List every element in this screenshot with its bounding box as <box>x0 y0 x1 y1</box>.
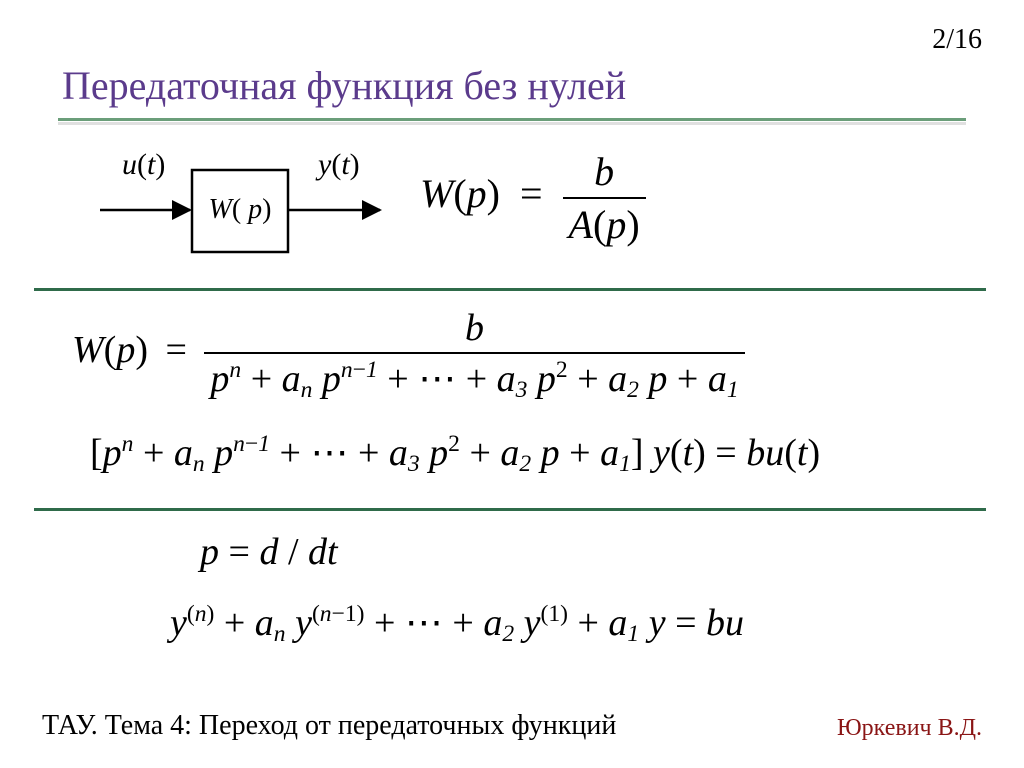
eq1-lhs: W(p) <box>420 171 500 216</box>
slide-title: Передаточная функция без нулей <box>62 62 626 109</box>
slide: 2/16 Передаточная функция без нулей u(t)… <box>0 0 1024 768</box>
footer-left: ТАУ. Тема 4: Переход от передаточных фун… <box>42 710 616 742</box>
equation-differential: y(n) + an y(n−1) + ⋯ + a2 y(1) + a1 y = … <box>170 600 744 645</box>
footer-right: Юркевич В.Д. <box>837 715 982 742</box>
eq2-denominator: pn + an pn−1 + ⋯ + a3 p2 + a2 p + a1 <box>204 352 744 401</box>
equation-wp-short: W(p) = b A(p) <box>420 148 646 248</box>
eq1-denominator: A(p) <box>563 197 646 248</box>
section-rule-1 <box>34 288 986 291</box>
block-diagram-svg: u(t) W( p) y(t) <box>80 140 400 270</box>
block-label: W( p) <box>209 194 272 225</box>
output-label: y(t) <box>315 148 360 181</box>
title-underline <box>58 118 966 121</box>
eq1-numerator: b <box>563 148 646 197</box>
eq1-fraction: b A(p) <box>563 148 646 248</box>
input-label: u(t) <box>122 148 165 181</box>
equation-operator-form: [pn + an pn−1 + ⋯ + a3 p2 + a2 p + a1] y… <box>90 430 820 475</box>
equation-wp-expanded: W(p) = b pn + an pn−1 + ⋯ + a3 p2 + a2 p… <box>72 306 745 401</box>
page-number: 2/16 <box>932 24 982 56</box>
eq2-numerator: b <box>204 306 744 352</box>
equation-p-definition: p = d / dt <box>200 530 338 574</box>
section-rule-2 <box>34 508 986 511</box>
